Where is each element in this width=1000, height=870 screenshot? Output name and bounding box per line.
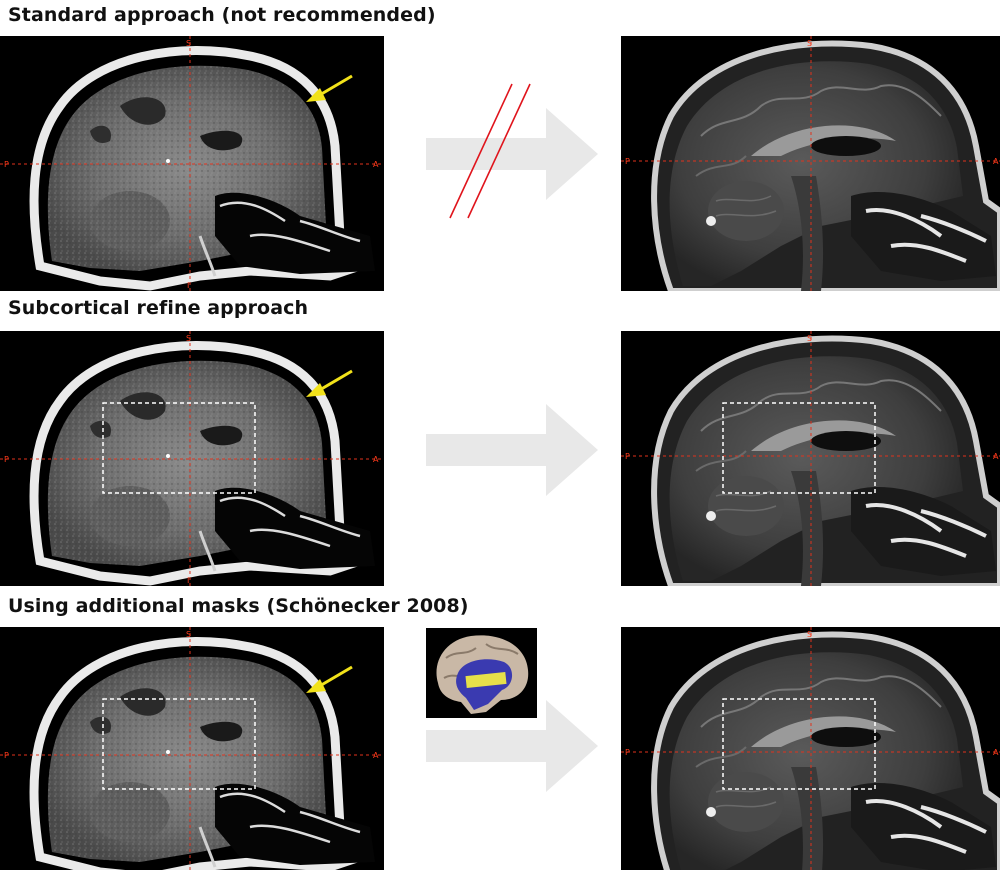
svg-text:P: P <box>4 455 9 464</box>
refine-region-box <box>722 402 876 494</box>
row-2-ct-scan: S I P A <box>0 331 384 586</box>
yellow-pointer-arrow-icon <box>306 665 353 693</box>
yellow-pointer-arrow-icon <box>306 369 353 397</box>
row-1-title: Standard approach (not recommended) <box>8 4 436 26</box>
svg-text:S: S <box>807 630 812 639</box>
arrow-right-icon <box>426 700 598 792</box>
brain-mask-thumbnail <box>426 628 537 718</box>
inferior-label: I <box>187 281 189 290</box>
row-1-mr-scan: S P A <box>621 36 1000 291</box>
row-3-title: Using additional masks (Schönecker 2008) <box>8 595 469 617</box>
svg-text:S: S <box>807 334 812 343</box>
refine-region-box <box>102 698 256 790</box>
svg-text:A: A <box>993 452 999 461</box>
svg-text:P: P <box>625 157 630 166</box>
anterior-label: A <box>373 160 379 169</box>
arrow-right-icon <box>426 404 598 496</box>
svg-text:P: P <box>4 751 9 760</box>
svg-text:I: I <box>187 576 189 585</box>
svg-text:A: A <box>373 455 379 464</box>
row-3-ct-scan: S P A <box>0 627 384 870</box>
superior-label: S <box>186 39 191 48</box>
yellow-pointer-arrow-icon <box>306 74 353 102</box>
svg-text:S: S <box>807 39 812 48</box>
svg-text:A: A <box>373 751 379 760</box>
row-3-mr-scan: S P A <box>621 627 1000 870</box>
svg-text:A: A <box>993 748 999 757</box>
svg-text:A: A <box>993 157 999 166</box>
svg-text:P: P <box>625 452 630 461</box>
posterior-label: P <box>4 160 9 169</box>
row-2-title: Subcortical refine approach <box>8 297 309 319</box>
row-1-ct-scan: S I P A <box>0 36 384 291</box>
refine-region-box <box>102 402 256 494</box>
row-2-mr-scan: S P A <box>621 331 1000 586</box>
svg-text:S: S <box>186 630 191 639</box>
double-slash-icon <box>448 82 532 222</box>
refine-region-box <box>722 698 876 790</box>
svg-text:P: P <box>625 748 630 757</box>
svg-text:S: S <box>186 334 191 343</box>
